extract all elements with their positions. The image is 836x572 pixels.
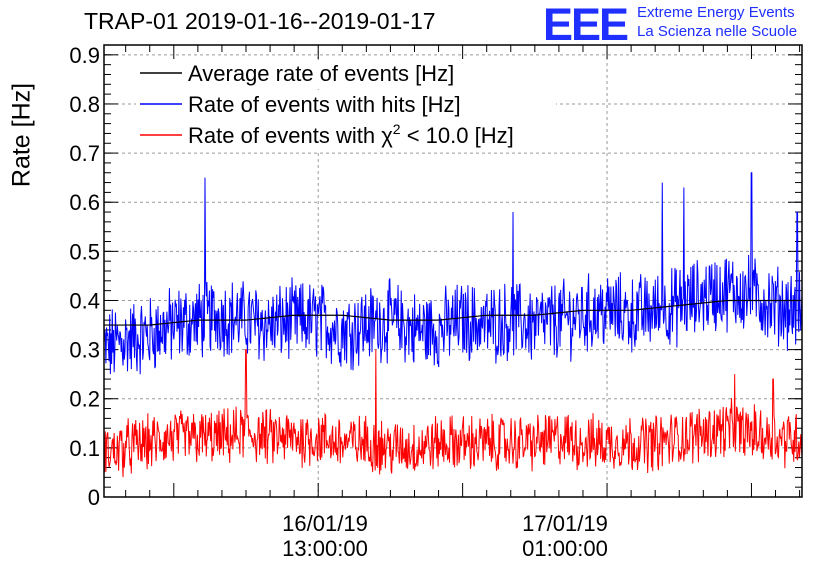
x-tick-time-2: 01:00:00 [522, 536, 608, 561]
y-tick-label: 0.3 [69, 338, 100, 363]
y-tick-label: 0.8 [69, 92, 100, 117]
logo-line-2: La Scienza nelle Scuole [637, 23, 798, 40]
y-tick-label: 0 [88, 485, 100, 510]
x-tick-date-1: 16/01/19 [282, 511, 368, 536]
legend-bg-0 [136, 61, 556, 89]
chart-title: TRAP-01 2019-01-16--2019-01-17 [84, 8, 436, 34]
y-tick-label: 0.5 [69, 239, 100, 264]
y-tick-label: 0.7 [69, 141, 100, 166]
legend-label-1: Rate of events with hits [Hz] [188, 92, 461, 117]
y-axis-label: Rate [Hz] [7, 82, 36, 188]
x-tick-label-1: 16/01/19 13:00:00 [260, 511, 390, 561]
x-tick-date-2: 17/01/19 [522, 511, 608, 536]
y-tick-label: 0.9 [69, 43, 100, 68]
y-tick-label: 0.4 [69, 288, 100, 313]
legend: Average rate of events [Hz] Rate of event… [136, 61, 556, 151]
logo-line-1: Extreme Energy Events [637, 4, 795, 21]
legend-label-2: Rate of events with χ2 < 10.0 [Hz] [188, 121, 514, 148]
logo-text: Extreme Energy Events La Scienza nelle S… [637, 3, 797, 41]
y-axis-label-box: Rate [Hz] [3, 83, 41, 187]
eee-logo: EEE [543, 0, 629, 50]
y-tick-label: 0.2 [69, 387, 100, 412]
plot-frame [103, 44, 803, 498]
legend-label-0: Average rate of events [Hz] [188, 61, 454, 86]
y-tick-label: 0.6 [69, 190, 100, 215]
series-line-2 [103, 349, 803, 478]
legend-bg-2 [136, 123, 556, 151]
x-tick-time-1: 13:00:00 [282, 536, 368, 561]
y-tick-label: 0.1 [69, 436, 100, 461]
series-line-1 [103, 172, 803, 375]
legend-bg-1 [136, 92, 556, 120]
x-tick-label-2: 17/01/19 01:00:00 [500, 511, 630, 561]
series-line-0 [104, 299, 802, 326]
